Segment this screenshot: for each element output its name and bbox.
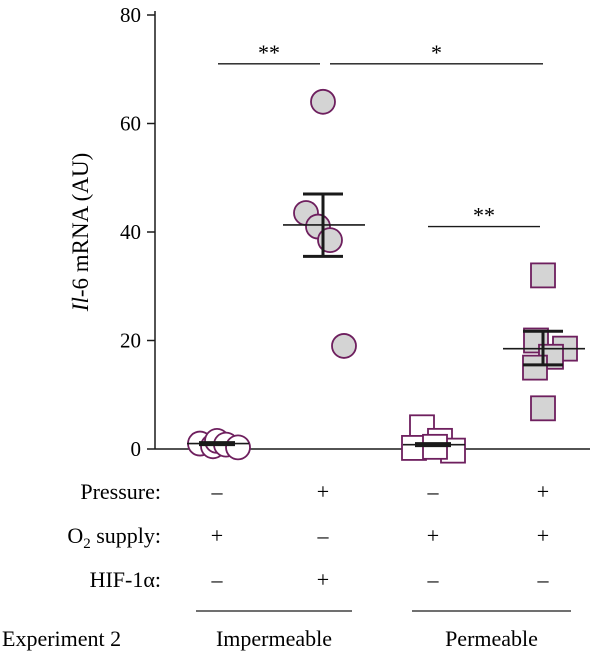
condition-label: HIF-1α: xyxy=(90,567,161,592)
significance-label: * xyxy=(431,40,442,65)
condition-label-main: O xyxy=(67,523,83,548)
condition-value: + xyxy=(537,479,549,504)
condition-label-rest: supply: xyxy=(91,523,161,548)
significance-label: ** xyxy=(473,203,495,228)
y-tick-label: 40 xyxy=(120,220,141,244)
condition-value: – xyxy=(427,567,440,592)
condition-value: + xyxy=(317,479,329,504)
condition-value: – xyxy=(317,523,330,548)
y-tick-label: 80 xyxy=(120,3,141,27)
condition-value: + xyxy=(317,567,329,592)
y-axis-label-rest: -6 mRNA (AU) xyxy=(68,153,93,297)
data-point xyxy=(401,435,427,461)
group-label: Impermeable xyxy=(216,626,332,651)
y-axis-label: Il-6 mRNA (AU) xyxy=(68,153,93,312)
condition-label: O2 supply: xyxy=(67,523,161,552)
y-tick-label: 60 xyxy=(120,112,141,136)
y-tick-label: 20 xyxy=(120,329,141,353)
condition-table: Pressure: – + – + O2 supply: + – + + HIF-1α: – + – – xyxy=(67,479,549,592)
condition-value: – xyxy=(537,567,550,592)
condition-value: + xyxy=(427,523,439,548)
condition-value: – xyxy=(427,479,440,504)
condition-value: – xyxy=(211,479,224,504)
data-point xyxy=(225,434,251,461)
data-point xyxy=(530,395,556,422)
significance-label: ** xyxy=(258,40,280,65)
condition-label-subscript: 2 xyxy=(83,536,91,552)
y-axis-label-gene: Il xyxy=(68,297,93,312)
group-labels: Impermeable Permeable Experiment 2 xyxy=(2,610,571,651)
condition-value: + xyxy=(211,523,223,548)
data-point xyxy=(331,333,357,359)
condition-value: + xyxy=(537,523,549,548)
data-point xyxy=(530,262,556,289)
condition-label: Pressure: xyxy=(80,479,161,504)
data-point xyxy=(310,88,336,115)
group-label: Permeable xyxy=(445,626,538,651)
experiment-label: Experiment 2 xyxy=(2,626,121,651)
condition-value: – xyxy=(211,567,224,592)
y-tick-label: 0 xyxy=(131,437,142,461)
